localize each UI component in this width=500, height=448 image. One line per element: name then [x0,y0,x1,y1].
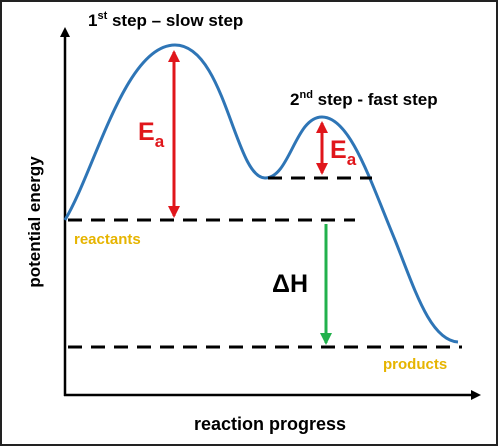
enthalpy-label: ΔH [272,270,308,298]
energy-curve [63,43,459,344]
activation-label-1: Ea [138,118,165,151]
levels [68,176,462,349]
step2-ordinal: nd [299,89,312,101]
symbol: E [138,118,155,146]
symbol: E [330,136,347,164]
step2-label: 2nd step - fast step [290,89,438,109]
step1-ordinal: st [97,10,107,22]
step1-text: step – slow step [107,11,243,30]
step2-text: step - fast step [313,90,438,109]
y-axis-label: potential energy [25,156,44,288]
activation-label-2: Ea [330,136,357,169]
step1-number: 1 [88,11,97,30]
step1-label: 1st step – slow step [88,10,243,30]
subscript: a [155,132,165,151]
products-label: products [383,356,447,373]
subscript: a [347,150,357,169]
reactants-label: reactants [74,231,141,248]
x-axis-label: reaction progress [194,414,346,434]
step2-number: 2 [290,90,299,109]
